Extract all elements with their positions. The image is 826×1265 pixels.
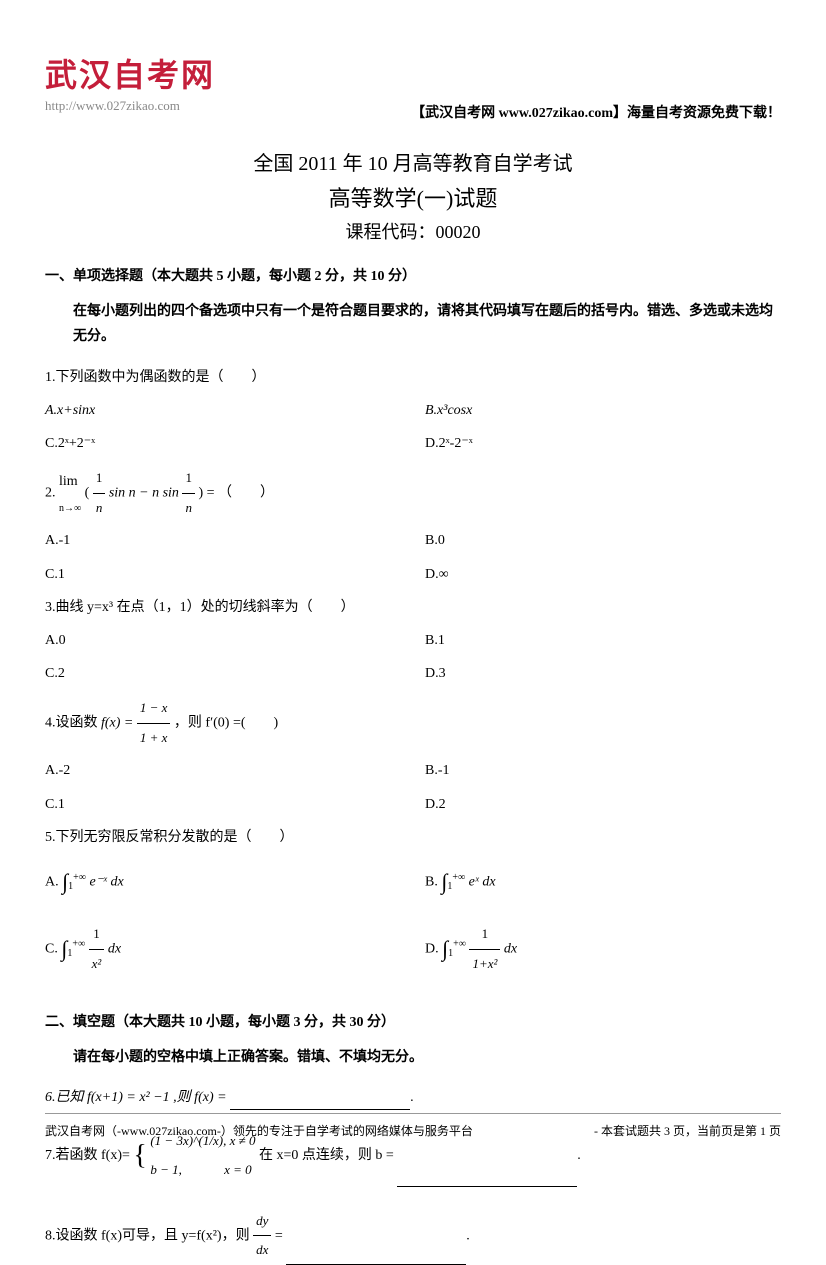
- q2-options-row1: A.-1 B.0: [45, 528, 781, 553]
- q2-option-c: C.1: [45, 562, 425, 587]
- exam-title-2: 高等数学(一)试题: [45, 181, 781, 213]
- section1-header: 一、单项选择题（本大题共 5 小题，每小题 2 分，共 10 分）: [45, 264, 781, 289]
- q1-option-d: D.2ˣ-2⁻ˣ: [425, 431, 781, 456]
- q5-option-d: D. ∫1+∞ 11+x² dx: [425, 920, 781, 978]
- q2-text: 2. lim n→∞ ( 1n sin n − n sin 1n ) = （ ）: [45, 464, 781, 522]
- q4-option-a: A.-2: [45, 758, 425, 783]
- q7-blank: [397, 1186, 577, 1187]
- section1-instruction: 在每小题列出的四个备选项中只有一个是符合题目要求的，请将其代码填写在题后的括号内…: [73, 299, 781, 349]
- q4-option-b: B.-1: [425, 758, 781, 783]
- footer-left: 武汉自考网（-www.027zikao.com-）领先的专注于自学考试的网络媒体…: [45, 1122, 473, 1139]
- q5-option-a: A. ∫1+∞ e⁻ˣ dx: [45, 858, 425, 906]
- q5-option-c: C. ∫1+∞ 1x² dx: [45, 920, 425, 978]
- q5-option-b: B. ∫1+∞ eˣ dx: [425, 858, 781, 906]
- q3-option-d: D.3: [425, 661, 781, 686]
- q4-options-row2: C.1 D.2: [45, 792, 781, 817]
- course-code: 课程代码：00020: [45, 218, 781, 244]
- q6-blank: [230, 1109, 410, 1110]
- q5-options-row1: A. ∫1+∞ e⁻ˣ dx B. ∫1+∞ eˣ dx: [45, 858, 781, 912]
- q4-option-c: C.1: [45, 792, 425, 817]
- q3-option-a: A.0: [45, 628, 425, 653]
- q1-option-a: A.x+sinx: [45, 398, 425, 423]
- section2: 二、填空题（本大题共 10 小题，每小题 3 分，共 30 分） 请在每小题的空…: [45, 1010, 781, 1070]
- q5-text: 5.下列无穷限反常积分发散的是（ ）: [45, 825, 781, 850]
- q3-option-c: C.2: [45, 661, 425, 686]
- q1-option-b: B.x³cosx: [425, 398, 781, 423]
- q4-options-row1: A.-2 B.-1: [45, 758, 781, 783]
- exam-title-1: 全国 2011 年 10 月高等教育自学考试: [45, 147, 781, 176]
- logo-title: 武汉自考网: [45, 50, 781, 96]
- q1-option-c: C.2ˣ+2⁻ˣ: [45, 431, 425, 456]
- q1-options-row2: C.2ˣ+2⁻ˣ D.2ˣ-2⁻ˣ: [45, 431, 781, 456]
- q3-option-b: B.1: [425, 628, 781, 653]
- q4-text: 4.设函数 f(x) = 1 − x1 + x ，则 f′(0) =( ): [45, 694, 781, 752]
- section2-instruction: 请在每小题的空格中填上正确答案。错填、不填均无分。: [73, 1045, 781, 1070]
- q2-options-row2: C.1 D.∞: [45, 562, 781, 587]
- footer: 武汉自考网（-www.027zikao.com-）领先的专注于自学考试的网络媒体…: [45, 1113, 781, 1139]
- q8: 8.设函数 f(x)可导，且 y=f(x²)，则 dydx = .: [45, 1207, 781, 1265]
- q1-options-row1: A.x+sinx B.x³cosx: [45, 398, 781, 423]
- q6: 6.已知 f(x+1) = x² −1 ,则 f(x) = .: [45, 1085, 781, 1110]
- q3-text: 3.曲线 y=x³ 在点（1，1）处的切线斜率为（ ）: [45, 595, 781, 620]
- q2-option-d: D.∞: [425, 562, 781, 587]
- footer-right: - 本套试题共 3 页，当前页是第 1 页: [594, 1122, 781, 1139]
- q3-options-row2: C.2 D.3: [45, 661, 781, 686]
- q4-option-d: D.2: [425, 792, 781, 817]
- q3-options-row1: A.0 B.1: [45, 628, 781, 653]
- q2-option-a: A.-1: [45, 528, 425, 553]
- section2-header: 二、填空题（本大题共 10 小题，每小题 3 分，共 30 分）: [45, 1010, 781, 1035]
- q1-text: 1.下列函数中为偶函数的是（ ）: [45, 365, 781, 390]
- q2-option-b: B.0: [425, 528, 781, 553]
- q5-options-row2: C. ∫1+∞ 1x² dx D. ∫1+∞ 11+x² dx: [45, 920, 781, 984]
